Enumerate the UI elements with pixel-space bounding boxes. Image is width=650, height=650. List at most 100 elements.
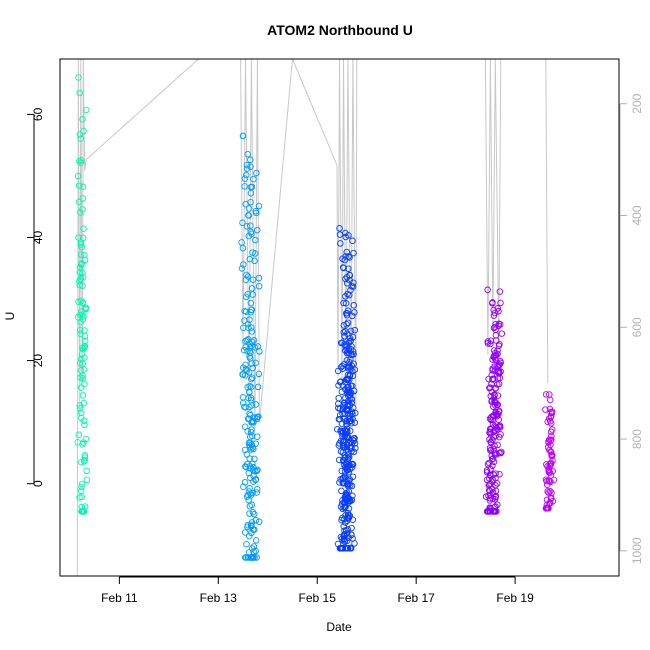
data-point: [489, 476, 497, 484]
data-point: [245, 439, 253, 447]
data-point: [496, 470, 503, 478]
data-point: [343, 545, 351, 552]
data-point: [548, 426, 556, 433]
data-point: [79, 206, 86, 213]
data-point: [347, 438, 354, 445]
data-point: [349, 460, 356, 468]
data-point: [548, 432, 555, 440]
data-point: [242, 463, 250, 471]
data-point: [256, 348, 263, 355]
data-point: [492, 384, 499, 392]
data-point: [241, 317, 248, 324]
data-point: [344, 406, 351, 414]
data-point: [75, 431, 83, 439]
data-point: [255, 202, 263, 210]
data-point: [246, 532, 253, 540]
y2-tick-label: 800: [630, 429, 644, 449]
data-point: [340, 299, 347, 307]
data-point: [343, 425, 351, 432]
data-point: [78, 458, 85, 466]
data-point: [80, 366, 88, 373]
data-point: [80, 127, 87, 135]
data-point: [78, 414, 85, 422]
data-point: [546, 396, 554, 404]
data-point: [488, 388, 496, 396]
data-point: [347, 365, 355, 372]
data-point: [248, 183, 256, 191]
data-point: [483, 467, 491, 474]
data-point: [76, 89, 83, 97]
data-point: [496, 374, 504, 382]
data-point: [348, 531, 355, 538]
data-point: [495, 368, 503, 375]
data-point: [252, 440, 259, 447]
data-point: [548, 436, 555, 443]
data-point: [247, 383, 255, 391]
data-point: [346, 461, 353, 469]
data-point: [76, 405, 84, 412]
data-point: [491, 309, 499, 317]
y2-tick-label: 600: [630, 317, 644, 337]
data-point: [547, 472, 555, 479]
data-point: [343, 417, 351, 425]
y-tick-label: 40: [31, 231, 45, 245]
data-point: [81, 333, 89, 340]
data-point: [346, 412, 353, 420]
data-point: [243, 540, 250, 548]
data-series-burst-1: [74, 74, 91, 515]
data-point: [341, 515, 348, 523]
data-point: [247, 428, 255, 436]
data-point: [76, 359, 84, 367]
data-point: [238, 265, 246, 272]
data-point: [488, 371, 495, 379]
data-point: [251, 344, 259, 351]
data-point: [487, 340, 494, 348]
depth-trace-layer: [76, 59, 549, 576]
data-point: [81, 251, 88, 259]
data-point: [544, 488, 551, 495]
data-point: [486, 491, 494, 499]
data-point: [243, 223, 251, 230]
data-point: [485, 375, 492, 383]
data-point: [492, 470, 499, 477]
data-point: [492, 408, 500, 416]
data-point: [248, 360, 255, 367]
data-point: [79, 183, 87, 190]
data-point: [348, 496, 356, 504]
axes-layer: 0 20 40 60 Feb 11 Feb 13 Feb 15 Feb 17 Feb 19 200…: [27, 58, 644, 605]
data-point: [336, 231, 344, 238]
data-point: [344, 400, 352, 408]
data-point: [494, 501, 501, 508]
data-point: [248, 306, 256, 313]
data-point: [255, 518, 263, 525]
data-point: [347, 395, 354, 402]
data-point: [80, 345, 87, 353]
data-point: [80, 399, 88, 407]
data-point: [241, 423, 249, 430]
data-point: [345, 514, 353, 522]
data-point: [488, 380, 495, 388]
data-point: [248, 230, 255, 237]
data-point: [351, 434, 358, 442]
data-point: [80, 458, 88, 465]
data-point: [250, 175, 257, 183]
data-point: [243, 171, 250, 179]
data-point: [350, 249, 357, 257]
data-point: [345, 453, 353, 461]
data-point: [241, 307, 248, 315]
data-point: [249, 509, 257, 516]
data-point: [246, 502, 254, 510]
data-point: [241, 183, 248, 190]
data-series-burst-4: [482, 286, 506, 515]
data-point: [345, 497, 352, 504]
data-point: [543, 505, 550, 512]
data-point: [79, 274, 87, 281]
data-point: [350, 302, 358, 309]
data-point: [543, 481, 551, 488]
data-point: [79, 372, 86, 380]
data-point: [339, 339, 346, 347]
data-point: [240, 324, 247, 332]
data-point: [78, 483, 85, 491]
data-point: [81, 452, 89, 459]
data-point: [346, 363, 353, 370]
